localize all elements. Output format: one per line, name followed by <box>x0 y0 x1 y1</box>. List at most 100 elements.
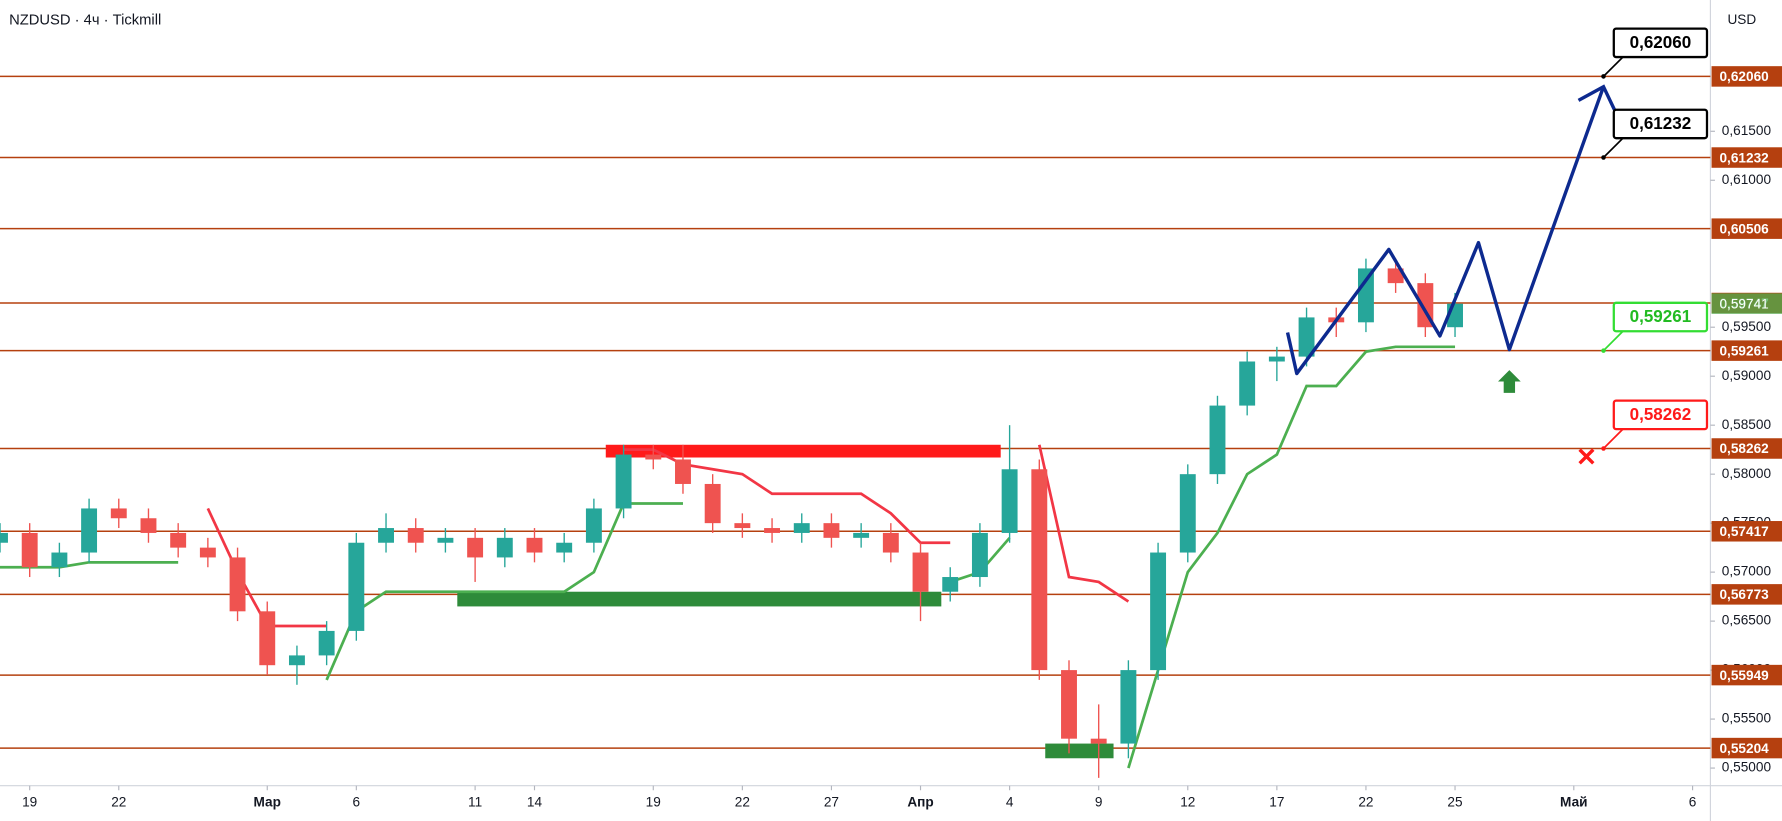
x-tick-label: 22 <box>111 794 126 809</box>
buy-arrow <box>1498 370 1521 393</box>
level-tag-label: 0,55949 <box>1719 668 1769 683</box>
x-tick-label: Мар <box>254 794 281 809</box>
level-tag-label: 0,57417 <box>1719 524 1768 539</box>
level-tag <box>1711 737 1782 759</box>
callout-anchor <box>1601 348 1606 353</box>
candle-body <box>912 552 929 592</box>
level-tag <box>1711 66 1782 87</box>
candle-body <box>971 532 988 578</box>
candle-body <box>1357 268 1374 323</box>
x-tick-label: 22 <box>1358 794 1373 809</box>
candle-body <box>467 537 484 558</box>
level-tag-label: 0,56773 <box>1719 587 1769 602</box>
y-tick-label: 0,58500 <box>1722 417 1772 432</box>
x-tick-label: 9 <box>1095 794 1103 809</box>
level-tag <box>1711 438 1782 459</box>
candle-body <box>496 537 513 558</box>
symbol-title[interactable]: NZDUSD · 4ч · Tickmill <box>9 12 161 28</box>
candle-body <box>615 454 632 509</box>
x-tick-label: 12 <box>1180 794 1195 809</box>
candle-body <box>823 523 840 538</box>
y-tick-label: 0,58000 <box>1722 466 1772 481</box>
x-tick-label: 4 <box>1006 794 1014 809</box>
currency-label[interactable]: USD <box>1727 12 1756 27</box>
candle-body <box>1239 361 1256 406</box>
candle-body <box>1268 356 1285 362</box>
callout-leader <box>1602 56 1624 78</box>
candle-body <box>229 557 246 612</box>
callout-anchor <box>1601 446 1606 451</box>
projection-path <box>1285 86 1606 376</box>
current-price-label: 0,59741 <box>1719 296 1768 311</box>
candle-body <box>793 523 810 533</box>
x-tick-label: 6 <box>353 794 361 809</box>
candle-body <box>734 523 751 529</box>
callout-label: 0,61232 <box>1630 114 1692 133</box>
candle-body <box>199 547 216 558</box>
candle-body <box>853 532 870 538</box>
zone <box>1045 743 1114 759</box>
candle-body <box>318 630 335 656</box>
candle-body <box>81 508 98 553</box>
candle-body <box>1090 738 1107 744</box>
candle-body <box>437 537 454 543</box>
candle-body <box>21 532 38 568</box>
callout-label: 0,59261 <box>1630 307 1692 326</box>
level-tag-label: 0,61232 <box>1719 150 1769 165</box>
candle-body <box>764 528 781 533</box>
callout-box <box>1612 301 1709 333</box>
y-tick-label: 0,61500 <box>1722 123 1772 138</box>
callout-label: 0,58262 <box>1630 405 1692 424</box>
level-tag-label: 0,60506 <box>1719 221 1769 236</box>
callout-box <box>1612 108 1709 140</box>
level-tag-label: 0,62060 <box>1719 69 1769 84</box>
x-tick-label: 27 <box>824 794 839 809</box>
y-tick-label: 0,61000 <box>1722 172 1772 187</box>
x-tick-label: Апр <box>907 794 933 809</box>
candle-body <box>526 537 543 553</box>
candle-body <box>585 508 602 543</box>
callout-label: 0,62060 <box>1630 33 1692 52</box>
candle-body <box>1061 670 1077 739</box>
x-tick-label: Май <box>1560 794 1587 809</box>
candle-body <box>1298 317 1315 357</box>
candle-body <box>1031 469 1048 671</box>
candle-body <box>1150 552 1167 671</box>
candle-body <box>1120 670 1137 744</box>
x-tick-label: 6 <box>1689 794 1697 809</box>
callout-leader <box>1602 428 1624 450</box>
zone <box>457 591 942 607</box>
callout-anchor <box>1601 74 1606 79</box>
candle-body <box>0 532 8 543</box>
level-tag-label: 0,59261 <box>1719 343 1769 358</box>
stop-cross <box>1578 448 1595 465</box>
x-tick-label: 19 <box>646 794 661 809</box>
candle-body <box>704 483 721 524</box>
candle-body <box>556 542 573 553</box>
x-tick-label: 11 <box>468 794 482 809</box>
y-tick-label: 0,59000 <box>1722 368 1772 383</box>
zone <box>605 444 1001 458</box>
trend-up-line <box>1127 345 1456 769</box>
candle-body <box>140 518 157 533</box>
level-tag <box>1711 218 1782 239</box>
level-tag <box>1711 664 1782 686</box>
candle-body <box>259 611 276 666</box>
candle-body <box>1209 405 1226 475</box>
y-tick-label: 0,57000 <box>1722 564 1772 579</box>
candle-body <box>942 577 959 592</box>
level-tag <box>1711 584 1782 605</box>
candle-body <box>288 655 305 666</box>
level-tag <box>1711 340 1782 361</box>
current-price-tag <box>1711 293 1782 314</box>
trend-down-line <box>1037 444 1130 603</box>
candle-body <box>378 528 394 543</box>
x-tick-label: 19 <box>22 794 37 809</box>
callout-leader <box>1602 330 1624 352</box>
y-tick-label: 0,59500 <box>1722 319 1772 334</box>
y-tick-label: 0,55000 <box>1722 760 1772 775</box>
candle-body <box>1179 474 1196 553</box>
candle-body <box>1001 469 1018 533</box>
level-tag-label: 0,55204 <box>1719 741 1769 756</box>
